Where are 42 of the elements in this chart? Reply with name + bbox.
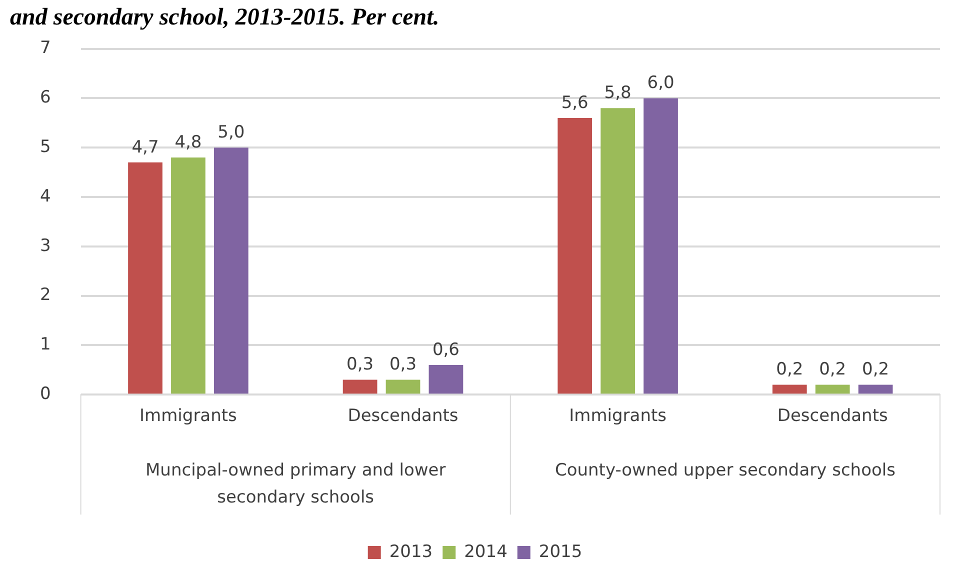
x-tick-label: Immigrants (569, 406, 667, 426)
y-tick-label: 3 (40, 236, 51, 256)
bar (772, 384, 807, 394)
bar (558, 118, 592, 394)
data-label: 0,3 (389, 354, 417, 375)
data-label: 6,0 (647, 73, 674, 94)
data-label: 0,2 (862, 360, 890, 380)
bar (171, 157, 206, 394)
data-label: 0,2 (819, 360, 846, 380)
data-label: 5,0 (218, 122, 245, 143)
chart-title: and secondary school, 2013-2015. Per cent. (10, 4, 440, 31)
bar (858, 384, 893, 394)
bar (386, 380, 420, 394)
data-label: 5,8 (604, 83, 632, 103)
bar (600, 108, 635, 394)
text: County-owned upper secondary schools (554, 460, 896, 481)
legend-label: 2013 (389, 542, 433, 562)
data-label: 0,2 (776, 360, 804, 380)
data-label: 4,8 (174, 132, 202, 152)
bar (815, 384, 850, 394)
bar (644, 98, 678, 394)
data-label: 5,6 (561, 92, 588, 113)
bar (342, 380, 378, 394)
y-tick-label: 2 (40, 285, 51, 306)
y-tick-label: 7 (40, 38, 51, 58)
legend-label: 2015 (538, 542, 582, 562)
y-tick-label: 6 (40, 88, 51, 108)
y-tick-label: 4 (40, 186, 51, 206)
y-tick-label: 0 (40, 384, 51, 404)
y-tick-label: 1 (40, 334, 51, 355)
text: Muncipal-owned primary and lower secondary schools (146, 460, 446, 508)
bar (214, 148, 248, 394)
x-tick-label: Immigrants (140, 406, 238, 426)
data-label: 0,6 (432, 340, 460, 360)
bar (428, 364, 464, 394)
data-label: 0,3 (346, 354, 374, 375)
legend-label: 2014 (464, 542, 508, 562)
bar (128, 162, 162, 394)
x-tick-label: Descendants (777, 406, 888, 426)
data-label: 4,7 (132, 137, 159, 158)
y-tick-label: 5 (40, 137, 51, 158)
x-tick-label: Descendants (348, 406, 458, 426)
